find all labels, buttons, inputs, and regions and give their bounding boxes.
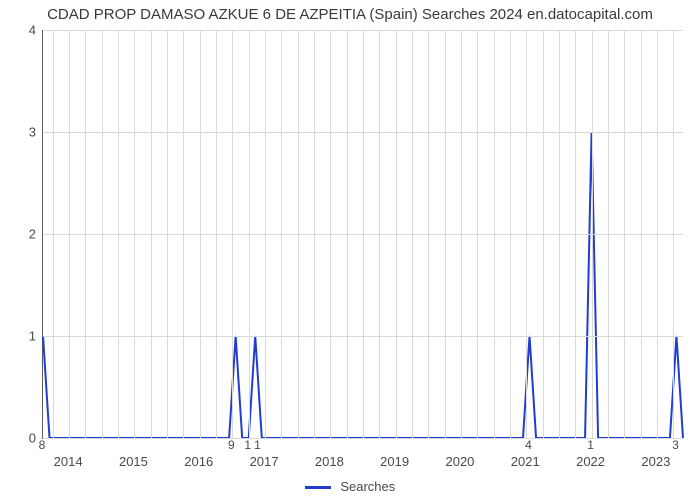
x-tick-label: 2019 <box>380 454 409 456</box>
value-label: 1 <box>254 438 261 452</box>
value-label: 1 <box>587 438 594 452</box>
value-label: 4 <box>525 438 532 452</box>
legend-label: Searches <box>340 479 395 494</box>
legend: Searches <box>0 479 700 494</box>
x-tick-label: 2015 <box>119 454 148 456</box>
y-tick-label: 3 <box>0 125 36 140</box>
y-tick-label: 0 <box>0 431 36 446</box>
value-label: 8 <box>39 438 46 452</box>
gridline-horizontal <box>43 132 683 133</box>
x-tick-label: 2018 <box>315 454 344 456</box>
gridline-horizontal <box>43 234 683 235</box>
gridline-horizontal <box>43 336 683 337</box>
value-label: 9 <box>228 438 235 452</box>
x-tick-label: 2017 <box>250 454 279 456</box>
value-label: 3 <box>672 438 679 452</box>
plot-area <box>42 30 683 439</box>
value-label: 1 <box>244 438 251 452</box>
chart-title: CDAD PROP DAMASO AZKUE 6 DE AZPEITIA (Sp… <box>0 6 700 23</box>
legend-swatch <box>305 486 331 489</box>
x-tick-label: 2023 <box>641 454 670 456</box>
y-tick-label: 1 <box>0 329 36 344</box>
x-tick-label: 2021 <box>511 454 540 456</box>
x-tick-label: 2020 <box>445 454 474 456</box>
x-tick-label: 2022 <box>576 454 605 456</box>
x-tick-label: 2016 <box>184 454 213 456</box>
y-tick-label: 2 <box>0 227 36 242</box>
chart-container: CDAD PROP DAMASO AZKUE 6 DE AZPEITIA (Sp… <box>0 0 700 500</box>
x-tick-label: 2014 <box>54 454 83 456</box>
y-tick-label: 4 <box>0 23 36 38</box>
gridline-horizontal <box>43 30 683 31</box>
